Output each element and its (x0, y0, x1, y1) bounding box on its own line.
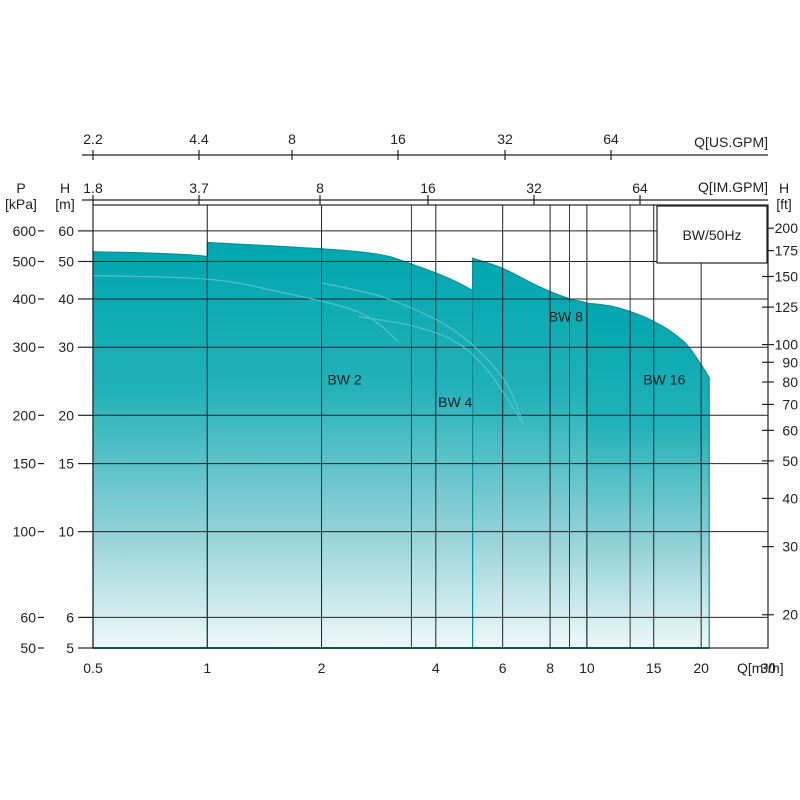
p-tick-label: 60 (20, 609, 36, 625)
p-tick-label: 400 (13, 291, 37, 307)
p-tick-label: 50 (20, 640, 36, 656)
h-axis-label: H (60, 180, 70, 196)
x-tick-label: 15 (646, 660, 662, 676)
im-gpm-tick-label: 64 (632, 180, 648, 196)
curve-label-bw-4: BW 4 (438, 394, 472, 410)
us-gpm-axis-label: Q[US.GPM] (694, 134, 768, 150)
title-box-frame (656, 205, 768, 264)
axis-labels: 0.5 1 2 4 6 8 10 15 20 30Q[m³/h]2.2 4.4 8 16 32 64 Q[US… (5, 131, 798, 676)
curve-label-bw-2: BW 2 (327, 372, 361, 388)
x-tick-label: 20 (693, 660, 709, 676)
im-gpm-tick-label: 3.7 (189, 180, 209, 196)
curve-area-bw-16 (586, 302, 710, 649)
ft-tick-label: 90 (782, 354, 798, 370)
im-gpm-tick-label: 32 (526, 180, 542, 196)
ft-tick-label: 60 (782, 422, 798, 438)
inner-curves (92, 274, 524, 425)
im-gpm-tick-label: 1.8 (83, 180, 103, 196)
title-box-label: BW/50Hz (682, 227, 741, 243)
h-tick-label: 50 (58, 253, 74, 269)
h-tick-label: 30 (58, 339, 74, 355)
us-gpm-tick-label: 64 (603, 131, 619, 147)
inner-curve-1 (321, 282, 524, 425)
ft-tick-label: 175 (775, 243, 799, 259)
curve-label-bw-8: BW 8 (549, 308, 583, 324)
ft-axis-label: H (779, 180, 789, 196)
p-tick-label: 100 (13, 524, 37, 540)
us-gpm-tick-label: 8 (288, 131, 296, 147)
ft-tick-label: 80 (782, 374, 798, 390)
h-tick-label: 15 (58, 456, 74, 472)
p-tick-label: 600 (13, 223, 37, 239)
grid-lines (93, 205, 769, 648)
curve-label-bw-16: BW 16 (643, 372, 685, 388)
curve-labels: BW 2 BW 4 BW 8 BW 16 (327, 308, 685, 410)
h-tick-label: 20 (58, 407, 74, 423)
axes (82, 154, 769, 649)
ft-tick-label: 20 (782, 607, 798, 623)
h-tick-label: 6 (66, 609, 74, 625)
h-tick-label: 60 (58, 223, 74, 239)
plot-frame (92, 204, 769, 649)
x-tick-label: 1 (203, 660, 211, 676)
h-tick-label: 5 (66, 640, 74, 656)
x-tick-label: 2 (318, 660, 326, 676)
x-tick-label: 0.5 (83, 660, 103, 676)
ft-tick-label: 200 (775, 220, 799, 236)
ft-tick-label: 150 (775, 269, 799, 285)
us-gpm-tick-label: 32 (497, 131, 513, 147)
ft-axis-unit: [ft] (776, 196, 792, 212)
p-tick-label: 150 (13, 456, 37, 472)
ft-tick-label: 100 (775, 337, 799, 353)
im-gpm-axis-label: Q[IM.GPM] (698, 179, 768, 195)
im-gpm-tick-label: 16 (420, 180, 436, 196)
curve-area-bw-8 (472, 257, 604, 649)
p-tick-label: 500 (13, 253, 37, 269)
ft-tick-label: 40 (782, 490, 798, 506)
h-tick-label: 40 (58, 291, 74, 307)
ft-tick-label: 70 (782, 396, 798, 412)
x-axis-label: Q[m³/h] (737, 660, 784, 676)
p-axis-unit: [kPa] (5, 196, 37, 212)
ft-tick-label: 30 (782, 539, 798, 555)
x-tick-label: 10 (579, 660, 595, 676)
p-axis-label: P (16, 180, 25, 196)
inner-curve-2 (92, 274, 400, 343)
h-axis-unit: [m] (55, 196, 74, 212)
us-gpm-tick-label: 2.2 (83, 131, 103, 147)
p-tick-label: 300 (13, 339, 37, 355)
ft-tick-label: 125 (775, 299, 799, 315)
x-tick-label: 8 (546, 660, 554, 676)
inner-curve-3 (358, 316, 524, 425)
x-tick-label: 4 (432, 660, 440, 676)
title-box: BW/50Hz (656, 205, 768, 264)
x-tick-label: 30 (760, 660, 776, 676)
h-tick-label: 10 (58, 524, 74, 540)
x-tick-label: 6 (499, 660, 507, 676)
ft-tick-label: 50 (782, 453, 798, 469)
p-tick-label: 200 (13, 407, 37, 423)
us-gpm-tick-label: 4.4 (189, 131, 209, 147)
us-gpm-tick-label: 16 (390, 131, 406, 147)
im-gpm-tick-label: 8 (316, 180, 324, 196)
